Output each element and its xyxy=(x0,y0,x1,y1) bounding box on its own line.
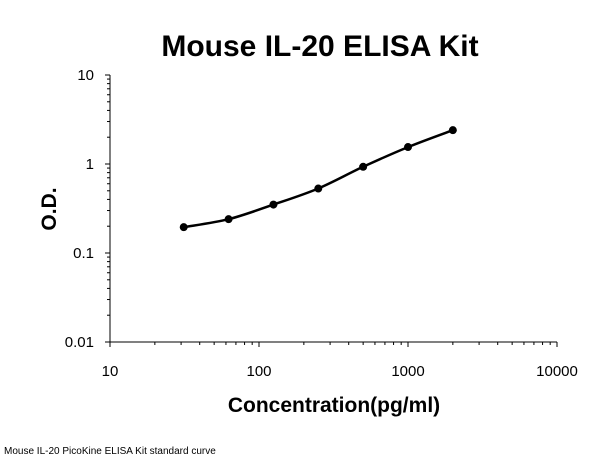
data-points xyxy=(179,126,457,232)
data-point xyxy=(404,143,412,152)
standard-curve-line xyxy=(183,129,454,229)
chart-title: Mouse IL-20 ELISA Kit xyxy=(161,30,478,63)
x-tick-label: 100 xyxy=(246,363,271,380)
x-tick-label: 1000 xyxy=(391,363,424,380)
x-tick-label: 10 xyxy=(102,363,119,380)
y-tick-label: 0.1 xyxy=(73,245,94,262)
data-point xyxy=(224,215,233,224)
x-axis-ticks: 10 100 1000 10000 xyxy=(102,342,578,380)
y-tick-label: 10 xyxy=(77,67,94,84)
y-axis-title: O.D. xyxy=(38,187,61,230)
x-axis-title: Concentration(pg/ml) xyxy=(228,394,440,417)
y-tick-label: 0.01 xyxy=(65,334,94,351)
data-point xyxy=(448,126,457,135)
data-point xyxy=(314,184,323,193)
data-point xyxy=(359,162,368,171)
data-point xyxy=(269,200,278,209)
y-axis-ticks: 0.01 0.1 1 10 xyxy=(65,67,110,351)
x-tick-label: 10000 xyxy=(536,363,578,380)
y-tick-label: 1 xyxy=(86,156,94,173)
figure-caption: Mouse IL-20 PicoKine ELISA Kit standard … xyxy=(4,446,216,457)
data-point xyxy=(179,223,188,232)
